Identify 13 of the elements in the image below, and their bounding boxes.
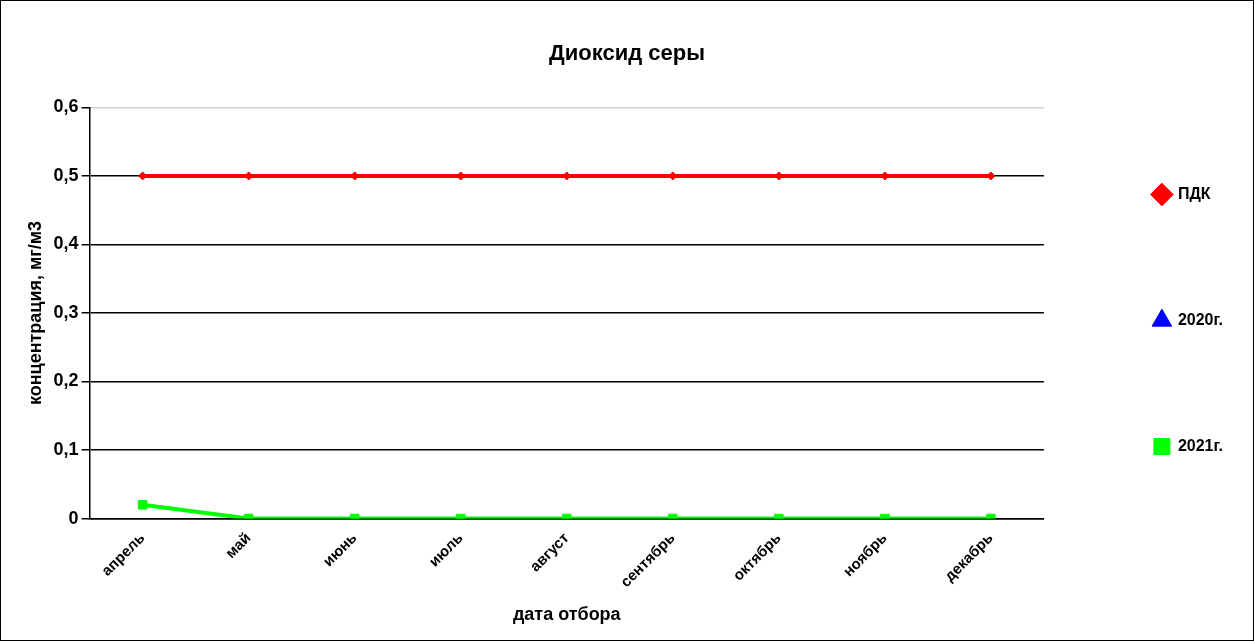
y-tick-label: 0,6	[53, 96, 79, 117]
y-tick-label: 0,2	[53, 370, 79, 391]
y-axis-title: концентрация, мг/м3	[24, 220, 45, 406]
x-axis-title: дата отбора	[512, 604, 622, 625]
legend-label: 2021г.	[1177, 436, 1224, 454]
y-tick-label: 0,3	[53, 301, 79, 322]
chart-title: Диоксид серы	[549, 40, 705, 66]
y-tick-label: 0,5	[53, 164, 79, 185]
y-tick-label: 0	[68, 507, 79, 528]
legend-label: ПДК	[1177, 184, 1211, 202]
y-tick-label: 0,1	[53, 438, 79, 459]
legend-label: 2020г.	[1177, 310, 1224, 328]
y-tick-label: 0,4	[53, 233, 79, 254]
